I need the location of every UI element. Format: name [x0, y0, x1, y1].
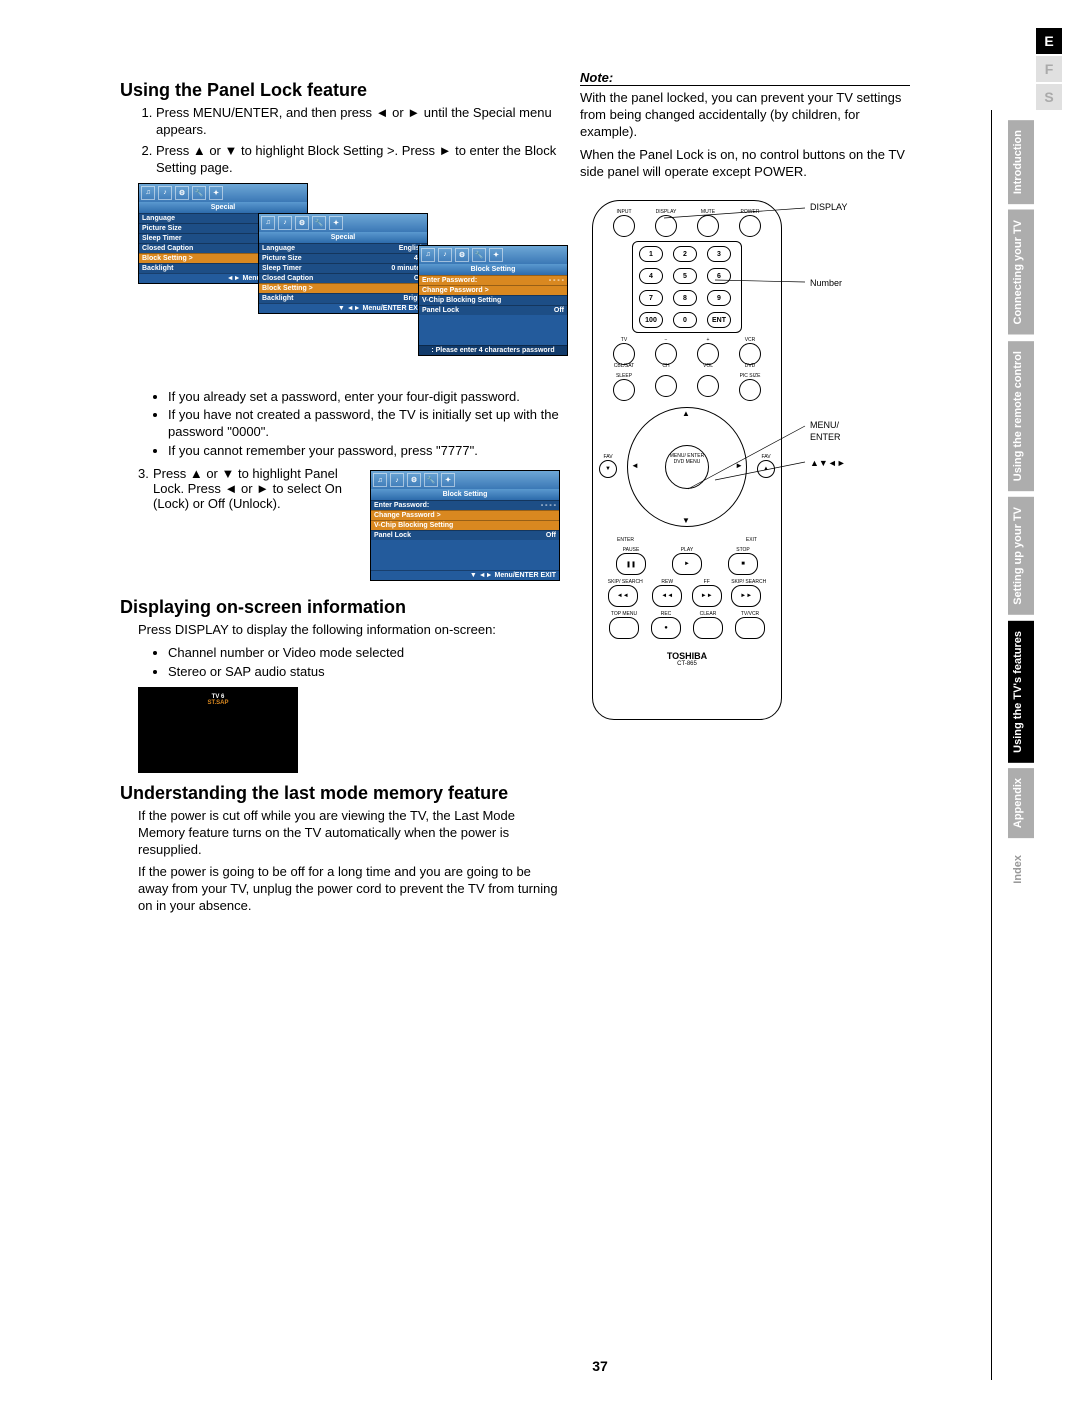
lang-tab-e[interactable]: E — [1036, 28, 1062, 54]
remote-illustration: INPUT DISPLAY MUTE POWER 123 456 789 100… — [580, 200, 910, 800]
menu-block-setting: ♫♪⚙🔧✦ Block Setting Enter Password:- - -… — [418, 245, 568, 356]
right-column: Note: With the panel locked, you can pre… — [580, 70, 910, 921]
display-intro: Press DISPLAY to display the following i… — [120, 622, 560, 639]
step-3-num: 3. — [138, 466, 153, 481]
callout-menu: MENU/ — [810, 420, 839, 430]
lastmode-p2: If the power is going to be off for a lo… — [120, 864, 560, 915]
tab-introduction[interactable]: Introduction — [1008, 120, 1034, 204]
lang-tab-s[interactable]: S — [1036, 84, 1062, 110]
section-tabs: Introduction Connecting your TV Using th… — [1008, 120, 1034, 899]
callout-number: Number — [810, 278, 842, 288]
tab-connecting[interactable]: Connecting your TV — [1008, 210, 1034, 335]
menu-panel-lock: ♫♪⚙🔧✦ Block Setting Enter Password:- - -… — [370, 470, 560, 581]
callout-arrows: ▲▼◄► — [810, 458, 846, 468]
step-1: Press MENU/ENTER, and then press ◄ or ► … — [156, 105, 560, 139]
step-3-text: Press ▲ or ▼ to highlight Panel Lock. Pr… — [153, 466, 364, 511]
steps-list: Press MENU/ENTER, and then press ◄ or ► … — [120, 105, 560, 177]
left-column: Using the Panel Lock feature Press MENU/… — [120, 70, 560, 921]
tab-remote[interactable]: Using the remote control — [1008, 341, 1034, 491]
heading-last-mode: Understanding the last mode memory featu… — [120, 783, 560, 804]
password-bullets: If you already set a password, enter you… — [138, 389, 560, 461]
vertical-divider — [991, 110, 992, 1380]
language-tabs: E F S — [1036, 28, 1066, 112]
tab-setup[interactable]: Setting up your TV — [1008, 497, 1034, 615]
cascading-menus: ♫♪⚙🔧✦ Special LanguageEngli Picture Size… — [138, 183, 560, 383]
page-number: 37 — [120, 1358, 1080, 1374]
heading-panel-lock: Using the Panel Lock feature — [120, 80, 560, 101]
tab-index[interactable]: Index — [1008, 845, 1034, 894]
callout-display: DISPLAY — [810, 202, 847, 212]
note-box: Note: With the panel locked, you can pre… — [580, 70, 910, 180]
lastmode-p1: If the power is cut off while you are vi… — [120, 808, 560, 859]
callout-enter: ENTER — [810, 432, 841, 442]
heading-display-info: Displaying on-screen information — [120, 597, 560, 618]
osd-preview: TV 6 ST.SAP — [138, 687, 298, 773]
tab-features[interactable]: Using the TV's features — [1008, 621, 1034, 763]
step-2: Press ▲ or ▼ to highlight Block Setting … — [156, 143, 560, 177]
menu-special-2: ♫♪⚙🔧✦ Special LanguageEnglish Picture Si… — [258, 213, 428, 314]
tab-appendix[interactable]: Appendix — [1008, 768, 1034, 838]
lang-tab-f[interactable]: F — [1036, 56, 1062, 82]
display-bullets: Channel number or Video mode selected St… — [138, 645, 560, 681]
